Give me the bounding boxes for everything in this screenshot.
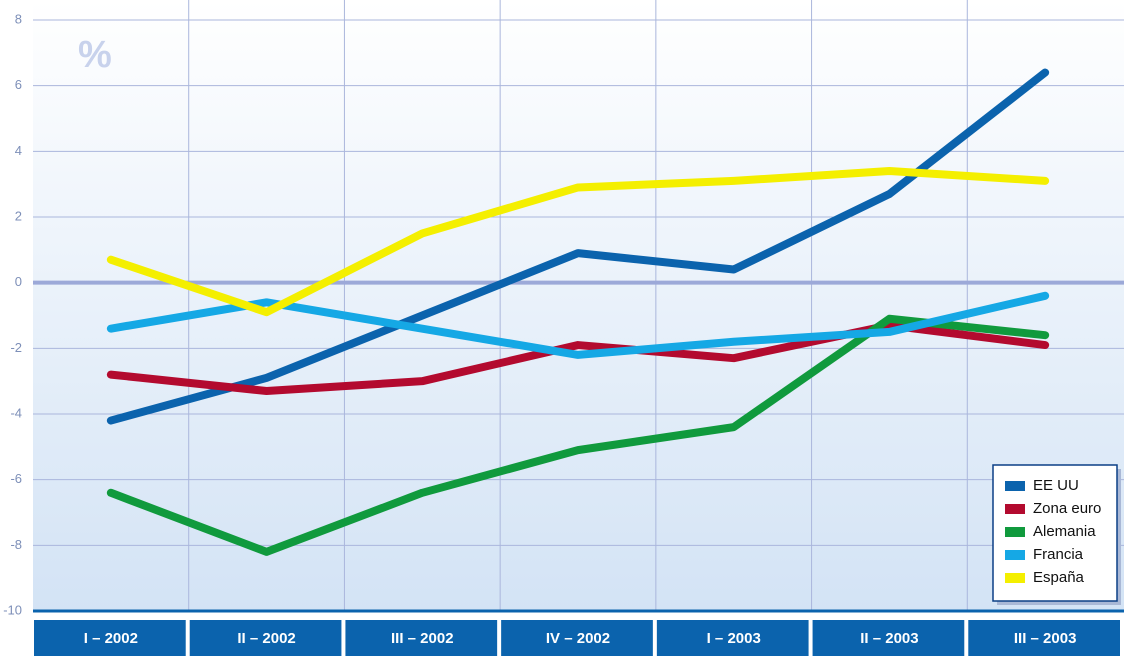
x-tick-label: III – 2002: [391, 630, 454, 647]
y-tick-label: -8: [10, 537, 22, 552]
legend-swatch: [1005, 573, 1025, 583]
legend-label: Zona euro: [1033, 500, 1101, 517]
legend-swatch: [1005, 527, 1025, 537]
legend-label: EE UU: [1033, 477, 1079, 494]
legend-label: España: [1033, 569, 1085, 586]
y-tick-label: 4: [15, 143, 22, 158]
series-line: [106, 321, 1050, 396]
category-box: [345, 620, 498, 656]
x-tick-label: IV – 2002: [546, 630, 610, 647]
x-tick-label: I – 2002: [84, 630, 138, 647]
plot-background: [33, 0, 1124, 611]
series-line: [106, 167, 1050, 317]
category-box: [656, 620, 809, 656]
y-tick-label: 2: [15, 208, 22, 223]
series-line: [106, 68, 1050, 425]
category-box: [501, 620, 653, 656]
category-box: [812, 620, 965, 656]
y-tick-label: 6: [15, 77, 22, 92]
y-tick-label: 8: [15, 11, 22, 26]
legend-label: Alemania: [1033, 523, 1096, 540]
y-tick-label: -6: [10, 471, 22, 486]
y-tick-label: -10: [3, 602, 22, 617]
legend-swatch: [1005, 550, 1025, 560]
series-line: [106, 314, 1050, 556]
x-tick-label: II – 2002: [237, 630, 295, 647]
unit-label: %: [78, 34, 112, 76]
x-tick-label: II – 2003: [860, 630, 918, 647]
category-box: [34, 620, 186, 656]
series-line: [106, 291, 1050, 359]
category-box: [968, 620, 1120, 656]
x-tick-label: III – 2003: [1014, 630, 1077, 647]
y-tick-label: -4: [10, 405, 22, 420]
category-box: [189, 620, 342, 656]
x-tick-label: I – 2003: [707, 630, 761, 647]
legend-swatch: [1005, 504, 1025, 514]
legend-swatch: [1005, 481, 1025, 491]
y-tick-label: -2: [10, 340, 22, 355]
legend-label: Francia: [1033, 546, 1084, 563]
y-tick-label: 0: [15, 274, 22, 289]
